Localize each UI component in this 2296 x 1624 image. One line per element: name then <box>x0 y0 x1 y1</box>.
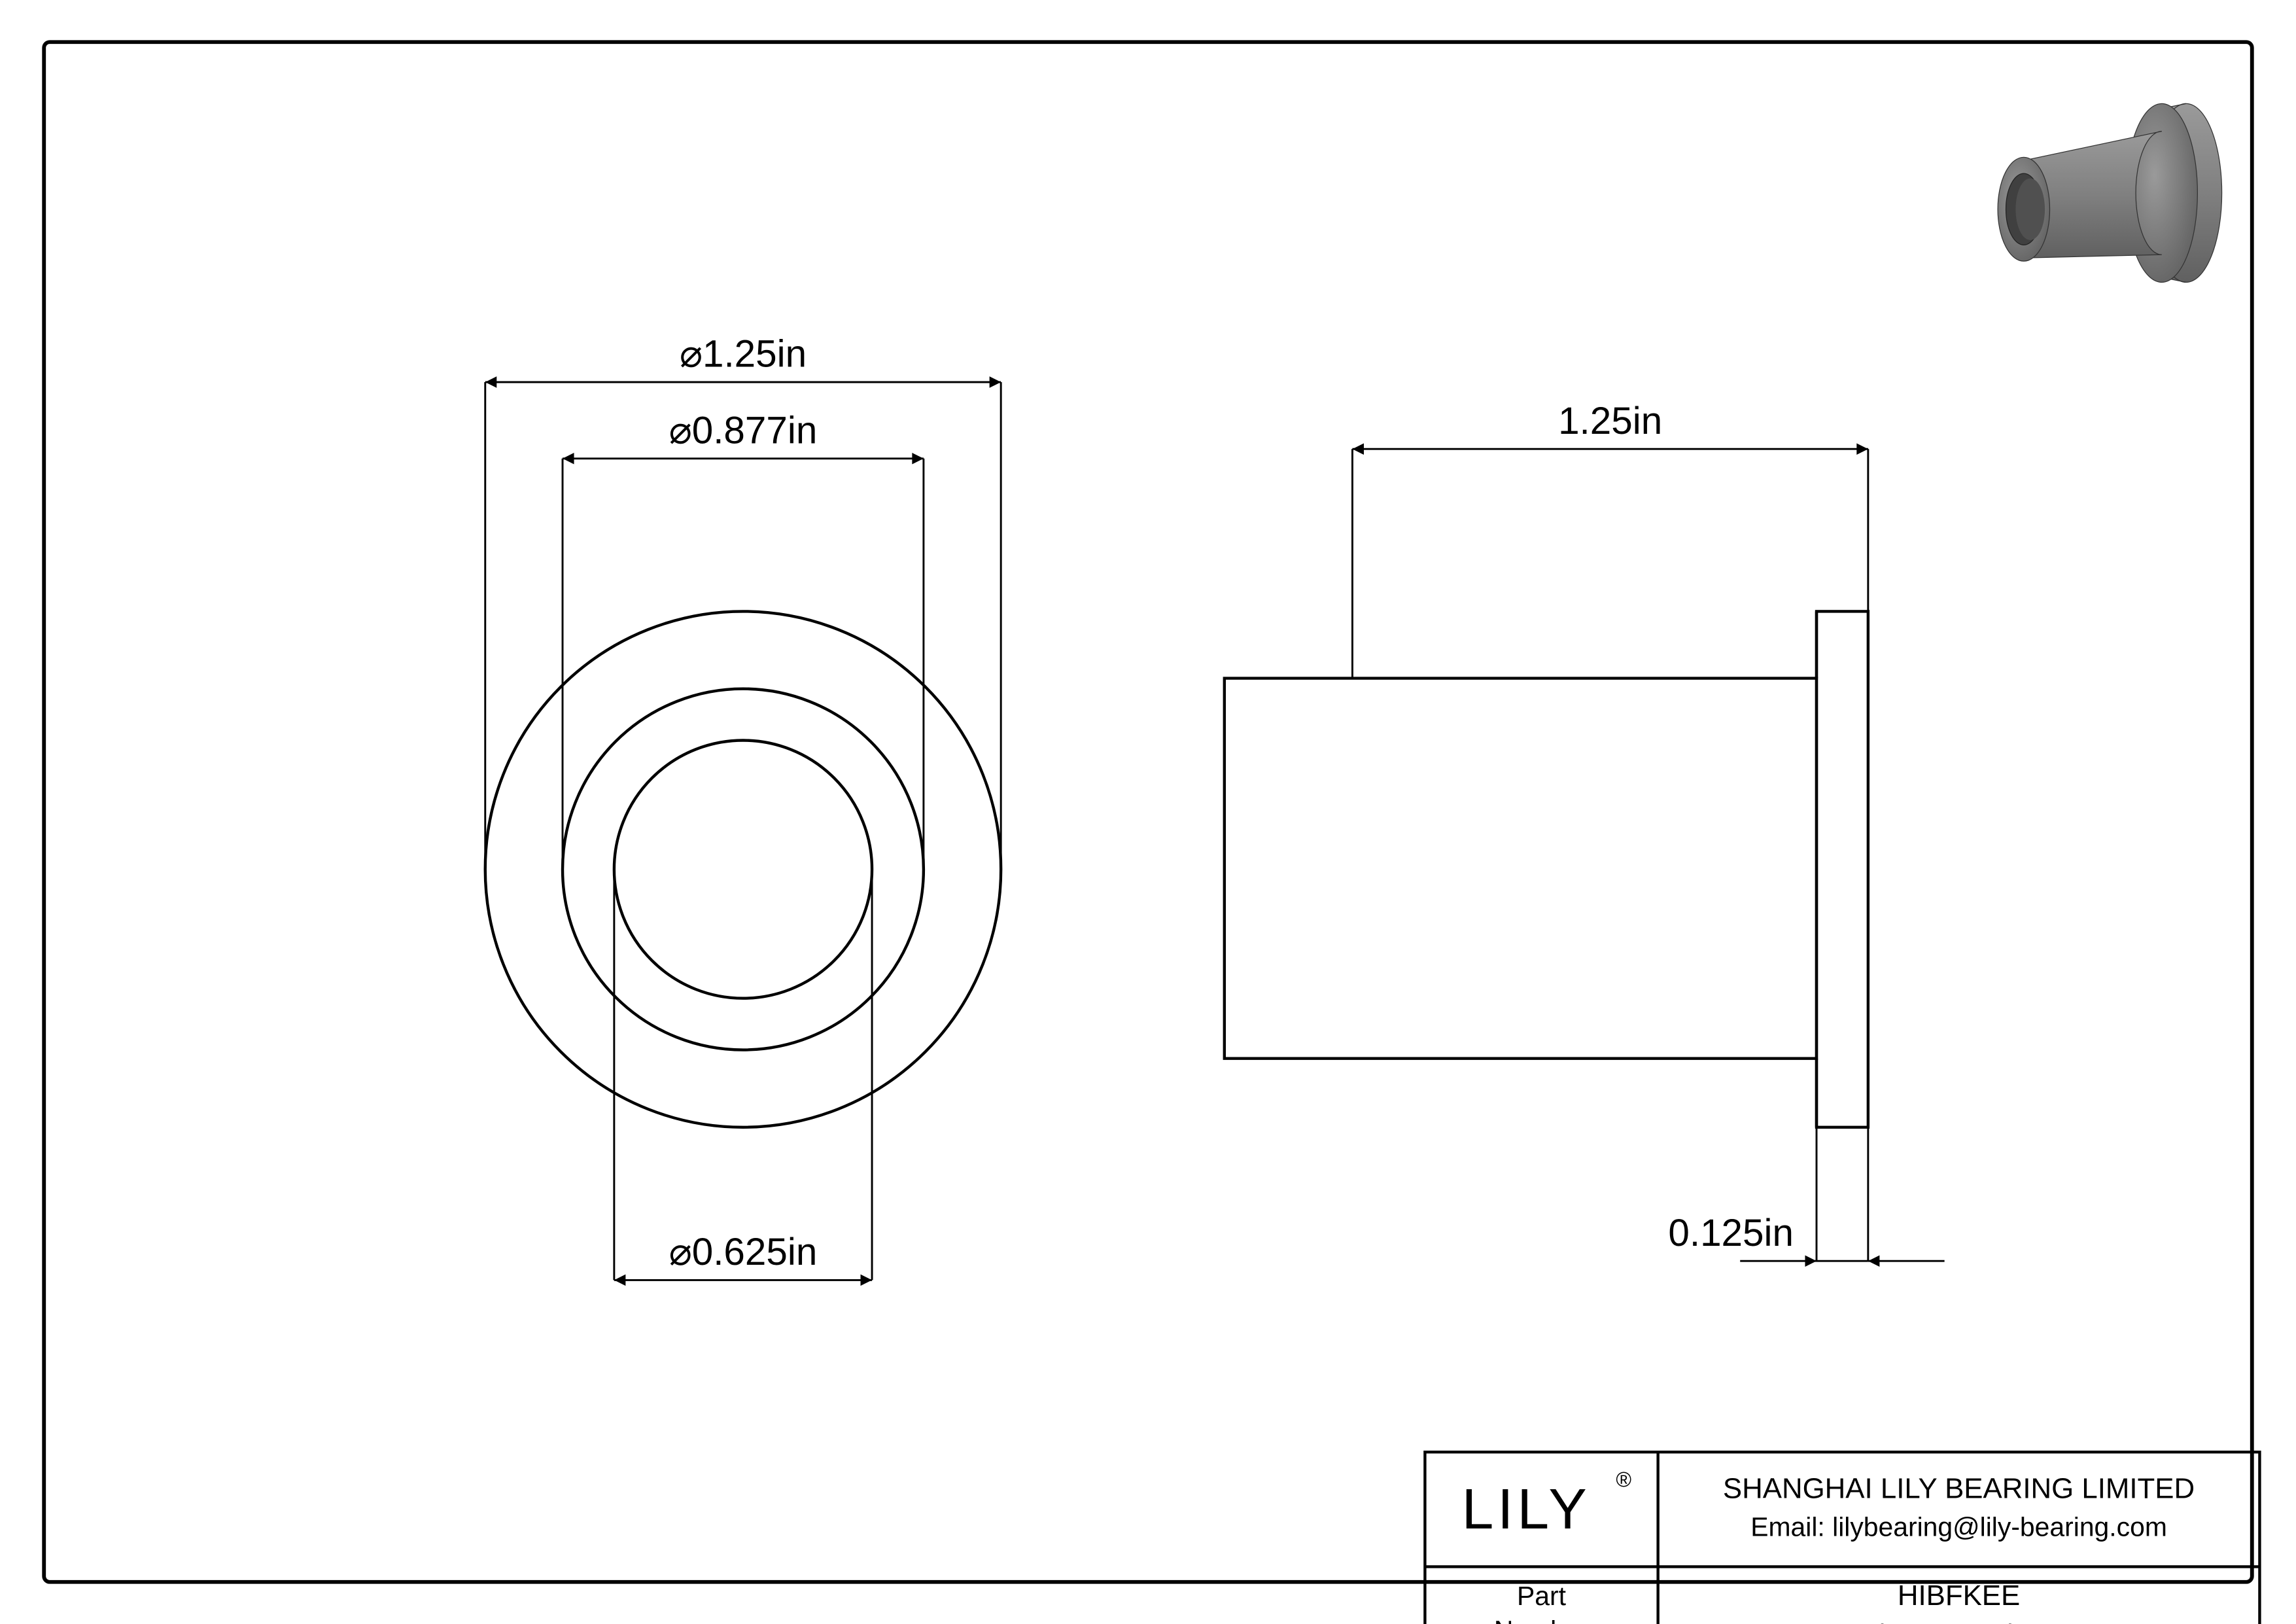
product-name: Sleeve Bearings <box>1862 1619 2057 1624</box>
dimension-label: ⌀1.25in <box>680 333 807 376</box>
dimension: ⌀0.625in <box>614 870 872 1286</box>
part-number-label: Part <box>1517 1581 1567 1611</box>
dimension: 1.25in <box>1352 400 1868 679</box>
svg-text:LILY: LILY <box>1462 1477 1591 1541</box>
side-view <box>1225 611 1868 1127</box>
logo: LILY ® <box>1462 1468 1632 1541</box>
dimension-label: 0.125in <box>1668 1212 1794 1254</box>
company-email: Email: lilybearing@lily-bearing.com <box>1750 1512 2167 1542</box>
part-number-value: HIBFKEE <box>1898 1580 2020 1612</box>
dimension: ⌀0.877in <box>563 409 924 869</box>
dimension-label: 1.25in <box>1558 400 1662 442</box>
company-name: SHANGHAI LILY BEARING LIMITED <box>1723 1472 2195 1504</box>
part-number-label: Number <box>1494 1615 1589 1624</box>
drawing-sheet: ⌀1.25in ⌀0.877in ⌀0.625in 1.25in 0.125in LILY… <box>0 0 2296 1624</box>
frame-border <box>44 42 2252 1582</box>
drawing-svg: ⌀1.25in ⌀0.877in ⌀0.625in 1.25in 0.125in LILY… <box>0 0 2296 1624</box>
svg-text:®: ® <box>1616 1468 1631 1491</box>
dimension-label: ⌀0.877in <box>669 409 818 451</box>
dimension: 0.125in <box>1668 1127 1944 1267</box>
title-block: LILY ® SHANGHAI LILY BEARING LIMITED Email:… <box>1425 1452 2259 1624</box>
dimension-label: ⌀0.625in <box>669 1231 818 1273</box>
isometric-view <box>1998 103 2222 282</box>
